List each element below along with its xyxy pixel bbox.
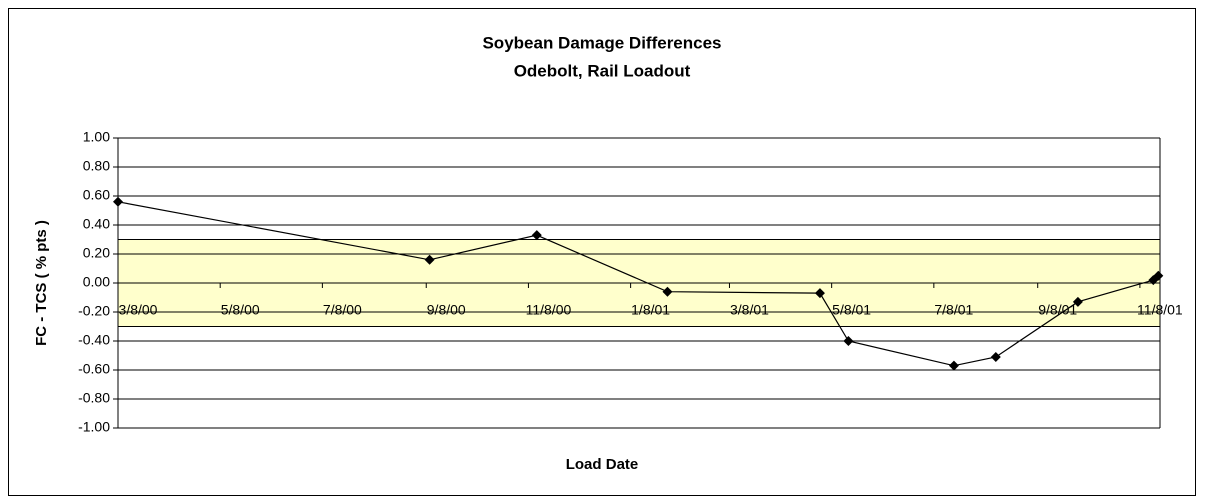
chart-title: Soybean Damage Differences: [482, 33, 721, 52]
y-tick-label: -0.20: [78, 303, 110, 319]
y-tick-label: 0.20: [83, 245, 110, 261]
x-tick-label: 3/8/00: [119, 302, 158, 318]
data-point: [1153, 270, 1164, 281]
data-point: [843, 336, 854, 346]
y-tick-label: -0.80: [78, 390, 110, 406]
y-tick-label: 0.00: [83, 274, 110, 290]
x-tick-label: 9/8/00: [427, 302, 466, 318]
y-tick-label: 0.60: [83, 187, 110, 203]
y-tick-label: 0.80: [83, 158, 110, 174]
data-point: [814, 288, 825, 299]
x-tick-label: 7/8/00: [323, 302, 362, 318]
x-axis-title: Load Date: [566, 456, 639, 473]
x-tick-label: 11/8/00: [526, 302, 572, 318]
x-tick-label: 3/8/01: [730, 302, 769, 318]
x-tick-label: 1/8/01: [631, 302, 670, 318]
y-tick-label: 0.40: [83, 216, 110, 232]
x-tick-label: 7/8/01: [934, 302, 973, 318]
x-tick-label: 11/8/01: [1137, 302, 1183, 318]
data-point: [531, 230, 542, 241]
y-axis-title: FC - TCS ( % pts ): [33, 220, 50, 346]
y-tick-label: -1.00: [78, 419, 110, 435]
data-point: [113, 196, 123, 207]
data-point: [948, 360, 959, 371]
y-tick-label: -0.40: [78, 332, 110, 348]
data-point: [990, 351, 1001, 362]
y-tick-label: 1.00: [83, 129, 110, 145]
chart-subtitle: Odebolt, Rail Loadout: [514, 61, 691, 80]
data-point: [1072, 296, 1083, 307]
x-tick-label: 9/8/01: [1038, 302, 1077, 318]
x-tick-label: 5/8/01: [832, 302, 871, 318]
data-point: [662, 286, 673, 297]
y-tick-label: -0.60: [78, 361, 110, 377]
data-point: [424, 254, 435, 265]
x-tick-label: 5/8/00: [221, 302, 260, 318]
